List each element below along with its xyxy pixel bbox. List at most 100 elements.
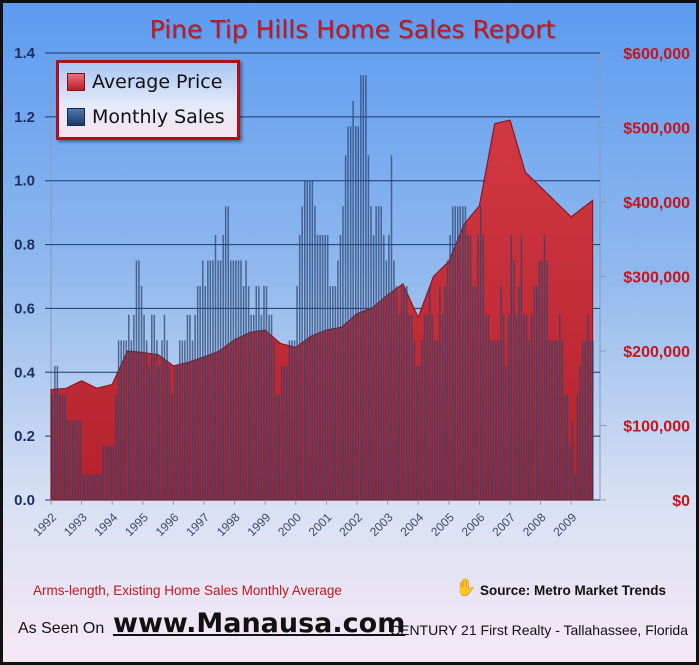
monthly-sales-bar <box>309 180 311 500</box>
monthly-sales-bar <box>179 340 181 500</box>
monthly-sales-bar <box>143 314 145 500</box>
monthly-sales-bar <box>288 340 291 500</box>
monthly-sales-bar <box>321 235 324 500</box>
monthly-sales-bar <box>250 314 252 500</box>
right-tick-label: $400,000 <box>623 195 690 212</box>
monthly-sales-bar <box>298 235 301 500</box>
monthly-sales-bar <box>97 474 99 500</box>
monthly-sales-bar <box>581 340 584 500</box>
footnote: Arms-length, Existing Home Sales Monthly… <box>33 583 342 598</box>
monthly-sales-bar <box>64 394 66 500</box>
monthly-sales-bar <box>140 286 143 500</box>
monthly-sales-bar <box>204 286 207 500</box>
monthly-sales-bar <box>566 394 569 500</box>
website-link[interactable]: www.Manausa.com <box>113 608 406 639</box>
monthly-sales-bar <box>406 286 408 500</box>
monthly-sales-bar <box>275 394 278 500</box>
monthly-sales-bar <box>306 180 309 500</box>
monthly-sales-bar <box>485 314 487 500</box>
monthly-sales-bar <box>173 365 176 500</box>
monthly-sales-bar <box>337 260 339 500</box>
left-tick-label: 1.2 <box>14 109 35 126</box>
monthly-sales-bar <box>245 260 247 500</box>
monthly-sales-bar <box>518 286 520 500</box>
monthly-sales-bar <box>500 286 502 500</box>
monthly-sales-bar <box>426 314 428 500</box>
x-tick-label: 1995 <box>122 510 151 539</box>
monthly-sales-bar <box>196 286 199 500</box>
monthly-sales-bar <box>372 235 375 500</box>
monthly-sales-bar <box>199 286 201 500</box>
left-tick-label: 0.4 <box>14 364 36 381</box>
monthly-sales-bar <box>258 286 260 500</box>
x-tick-label: 1999 <box>245 510 274 539</box>
monthly-sales-bar <box>133 314 135 500</box>
right-tick-label: $100,000 <box>623 419 690 436</box>
x-tick-label: 1994 <box>92 510 121 539</box>
monthly-sales-bar <box>370 206 372 501</box>
monthly-sales-bar <box>89 474 92 500</box>
monthly-sales-bar <box>472 286 474 500</box>
monthly-sales-bar <box>207 260 209 500</box>
legend: Average Price Monthly Sales <box>56 60 240 140</box>
monthly-sales-bar <box>502 314 505 500</box>
monthly-sales-bar <box>439 286 441 500</box>
monthly-sales-bar <box>339 235 342 500</box>
monthly-sales-bar <box>107 445 110 500</box>
monthly-sales-bar <box>362 75 365 501</box>
monthly-sales-bar <box>459 206 462 501</box>
right-tick-label: $0 <box>672 493 690 510</box>
monthly-sales-bar <box>186 314 189 500</box>
monthly-sales-bar <box>102 445 105 500</box>
monthly-sales-bar <box>528 340 530 500</box>
monthly-sales-bar <box>564 394 566 500</box>
monthly-sales-bar <box>281 365 283 500</box>
monthly-sales-bar <box>94 474 97 500</box>
monthly-sales-bar <box>423 314 426 500</box>
monthly-sales-bar <box>120 340 122 500</box>
x-tick-label: 2006 <box>459 510 488 539</box>
monthly-sales-bar <box>479 206 482 501</box>
monthly-sales-bar <box>247 286 250 500</box>
monthly-sales-bar <box>571 420 574 500</box>
monthly-sales-bar <box>462 206 464 501</box>
monthly-sales-bar <box>365 75 367 501</box>
legend-label: Monthly Sales <box>92 106 225 128</box>
monthly-sales-bar <box>477 235 479 500</box>
monthly-sales-bar <box>138 260 140 500</box>
x-tick-label: 1998 <box>214 510 243 539</box>
monthly-sales-bar <box>380 206 383 501</box>
monthly-sales-bar <box>82 474 84 500</box>
monthly-sales-bar <box>520 235 523 500</box>
monthly-sales-bar <box>357 126 360 501</box>
monthly-sales-bar <box>105 445 107 500</box>
monthly-sales-bar <box>242 286 245 500</box>
monthly-sales-bar <box>377 206 380 501</box>
monthly-sales-bar <box>212 260 214 500</box>
monthly-sales-bar <box>329 286 332 500</box>
source-text: Source: Metro Market Trends <box>480 583 667 598</box>
monthly-sales-bar <box>449 235 451 500</box>
monthly-sales-bar <box>510 235 513 500</box>
x-tick-label: 1997 <box>183 510 212 539</box>
legend-item-sales: Monthly Sales <box>67 106 225 128</box>
left-tick-label: 0.0 <box>14 492 35 509</box>
monthly-sales-bar <box>576 394 579 500</box>
monthly-sales-bar <box>145 340 148 500</box>
monthly-sales-bar <box>158 365 161 500</box>
monthly-sales-bar <box>400 286 403 500</box>
monthly-sales-bar <box>589 340 592 500</box>
monthly-sales-bar <box>151 314 153 500</box>
monthly-sales-bar <box>51 394 54 500</box>
monthly-sales-bar <box>592 340 594 500</box>
chart-title: Pine Tip Hills Home Sales Report <box>149 15 556 44</box>
monthly-sales-bar <box>222 235 224 500</box>
monthly-sales-bar <box>270 314 273 500</box>
monthly-sales-bar <box>283 365 286 500</box>
monthly-sales-bar <box>587 314 589 500</box>
monthly-sales-bar <box>349 126 352 501</box>
monthly-sales-bar <box>122 340 125 500</box>
monthly-sales-bar <box>574 474 576 500</box>
monthly-sales-bar <box>117 340 120 500</box>
